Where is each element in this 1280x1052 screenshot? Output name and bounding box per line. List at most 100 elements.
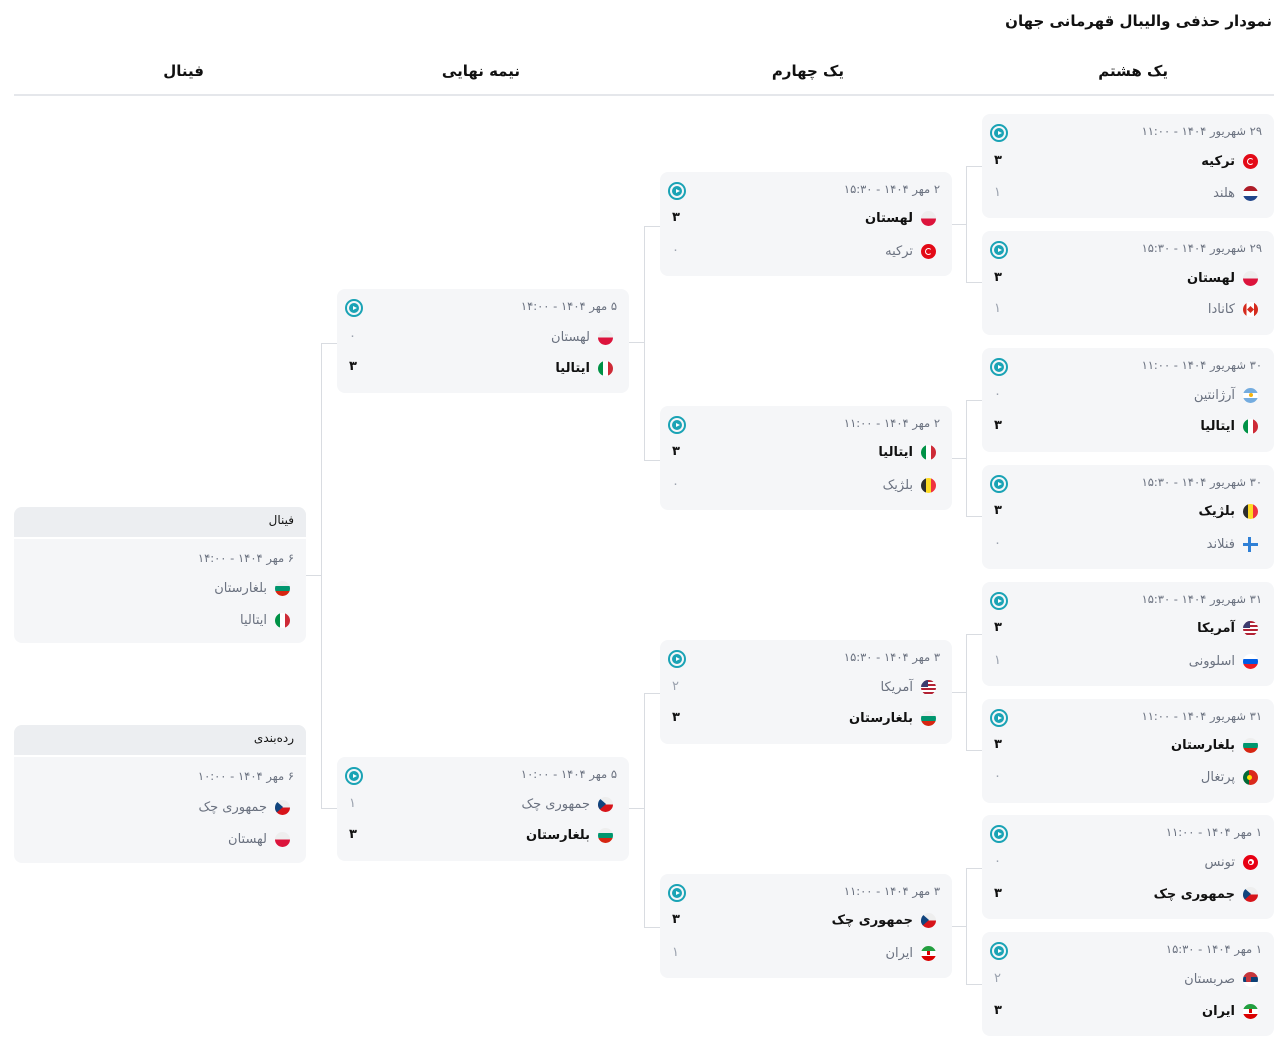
- third-place-match-card[interactable]: رده‌بندی ۶ مهر ۱۴۰۴ - ۱۰:۰۰ جمهوری چک له…: [14, 725, 306, 863]
- round-header-qf: یک چهارم: [771, 62, 844, 80]
- connector-line: [305, 575, 321, 576]
- team-name: آمریکا: [880, 679, 913, 695]
- match-card-qf-2[interactable]: ۲ مهر ۱۴۰۴ - ۱۱:۰۰ ایتالیا ۳ بلژیک ۰: [660, 406, 952, 510]
- play-icon[interactable]: [990, 942, 1008, 960]
- match-date: ۲ مهر ۱۴۰۴ - ۱۵:۳۰: [843, 182, 940, 196]
- team-row: ترکیه: [885, 241, 936, 261]
- play-icon[interactable]: [990, 709, 1008, 727]
- turkey-flag-icon: [921, 243, 936, 259]
- match-card-sf-1[interactable]: ۵ مهر ۱۴۰۴ - ۱۴:۰۰ لهستان ۰ ایتالیا ۳: [337, 289, 629, 393]
- team-row: لهستان: [551, 327, 613, 347]
- team-name: فنلاند: [1206, 536, 1235, 552]
- connector-line: [628, 342, 644, 343]
- team-row: جمهوری چک: [1154, 884, 1258, 904]
- match-card-r16-4[interactable]: ۳۰ شهریور ۱۴۰۴ - ۱۵:۳۰ بلژیک ۳ فنلاند ۰: [982, 465, 1274, 569]
- team-name: ترکیه: [885, 243, 913, 259]
- team-name: پرتغال: [1200, 769, 1235, 785]
- match-card-r16-5[interactable]: ۳۱ شهریور ۱۴۰۴ - ۱۵:۳۰ آمریکا ۳ اسلوونی …: [982, 582, 1274, 686]
- team-row: لهستان: [865, 208, 936, 228]
- match-date: ۲۹ شهریور ۱۴۰۴ - ۱۵:۳۰: [1141, 241, 1262, 255]
- team-name: جمهوری چک: [1153, 886, 1235, 902]
- match-card-sf-2[interactable]: ۵ مهر ۱۴۰۴ - ۱۰:۰۰ جمهوری چک ۱ بلغارستان…: [337, 757, 629, 861]
- team-name: هلند: [1213, 185, 1235, 201]
- match-card-r16-3[interactable]: ۳۰ شهریور ۱۴۰۴ - ۱۱:۰۰ آرژانتین ۰ ایتالی…: [982, 348, 1274, 452]
- team-row: بلغارستان: [214, 578, 290, 598]
- play-icon[interactable]: [345, 767, 363, 785]
- connector-line: [644, 927, 660, 928]
- final-match-card[interactable]: فینال ۶ مهر ۱۴۰۴ - ۱۴:۰۰ بلغارستان ایتال…: [14, 507, 306, 643]
- play-icon[interactable]: [668, 182, 686, 200]
- match-date: ۳۰ شهریور ۱۴۰۴ - ۱۵:۳۰: [1141, 475, 1262, 489]
- connector-line: [950, 458, 966, 459]
- team-name: جمهوری چک: [521, 796, 590, 812]
- match-date: ۳ مهر ۱۴۰۴ - ۱۵:۳۰: [843, 650, 940, 664]
- team-row: ایتالیا: [240, 610, 290, 630]
- play-icon[interactable]: [990, 475, 1008, 493]
- team-name: بلژیک: [1198, 503, 1235, 519]
- play-icon[interactable]: [668, 884, 686, 902]
- bulgaria-flag-icon: [598, 827, 613, 843]
- team-name: جمهوری چک: [198, 799, 267, 815]
- team-score: ۳: [994, 270, 1002, 285]
- round-header-r16: یک هشتم: [1098, 62, 1168, 80]
- team-name: ایتالیا: [1200, 418, 1235, 434]
- connector-line: [966, 750, 982, 751]
- team-row: ایتالیا: [1200, 416, 1258, 436]
- team-name: اسلوونی: [1188, 653, 1235, 669]
- tunisia-flag-icon: [1243, 854, 1258, 870]
- play-icon[interactable]: [990, 825, 1008, 843]
- play-icon[interactable]: [668, 416, 686, 434]
- team-row: بلغارستان: [849, 708, 936, 728]
- connector-line: [628, 808, 644, 809]
- final-card-header: فینال: [14, 507, 306, 539]
- connector-line: [966, 634, 967, 750]
- team-row: ترکیه: [1201, 151, 1258, 171]
- play-icon[interactable]: [990, 124, 1008, 142]
- match-date: ۶ مهر ۱۴۰۴ - ۱۴:۰۰: [197, 551, 294, 565]
- team-row: بلغارستان: [1171, 735, 1258, 755]
- match-card-qf-4[interactable]: ۳ مهر ۱۴۰۴ - ۱۱:۰۰ جمهوری چک ۳ ایران ۱: [660, 874, 952, 978]
- match-card-qf-3[interactable]: ۳ مهر ۱۴۰۴ - ۱۵:۳۰ آمریکا ۲ بلغارستان ۳: [660, 640, 952, 744]
- team-score: ۲: [672, 679, 679, 694]
- italy-flag-icon: [598, 360, 613, 376]
- team-row: بلژیک: [1199, 501, 1258, 521]
- match-card-r16-1[interactable]: ۲۹ شهریور ۱۴۰۴ - ۱۱:۰۰ ترکیه ۳ هلند ۱: [982, 114, 1274, 218]
- team-row: ایتالیا: [878, 442, 936, 462]
- team-row: لهستان: [228, 829, 290, 849]
- play-icon[interactable]: [990, 241, 1008, 259]
- italy-flag-icon: [1243, 418, 1258, 434]
- czech-flag-icon: [1243, 886, 1258, 902]
- connector-line: [644, 693, 660, 694]
- team-name: لهستان: [865, 210, 913, 226]
- match-card-r16-2[interactable]: ۲۹ شهریور ۱۴۰۴ - ۱۵:۳۰ لهستان ۳ کانادا ۱: [982, 231, 1274, 335]
- team-name: جمهوری چک: [831, 912, 913, 928]
- team-score: ۰: [994, 387, 1001, 402]
- play-icon[interactable]: [668, 650, 686, 668]
- play-icon[interactable]: [990, 358, 1008, 376]
- team-row: لهستان: [1187, 268, 1258, 288]
- team-row: ایران: [1202, 1001, 1258, 1021]
- team-score: ۳: [672, 912, 680, 927]
- team-row: بلژیک: [883, 475, 936, 495]
- match-card-qf-1[interactable]: ۲ مهر ۱۴۰۴ - ۱۵:۳۰ لهستان ۳ ترکیه ۰: [660, 172, 952, 276]
- poland-flag-icon: [275, 831, 290, 847]
- poland-flag-icon: [598, 329, 613, 345]
- connector-line: [321, 343, 322, 808]
- connector-line: [644, 226, 660, 227]
- team-score: ۱: [994, 185, 1001, 200]
- play-icon[interactable]: [345, 299, 363, 317]
- team-score: ۲: [994, 971, 1001, 986]
- team-score: ۳: [994, 1003, 1002, 1018]
- match-card-r16-6[interactable]: ۳۱ شهریور ۱۴۰۴ - ۱۱:۰۰ بلغارستان ۳ پرتغا…: [982, 699, 1274, 803]
- italy-flag-icon: [921, 444, 936, 460]
- match-card-r16-7[interactable]: ۱ مهر ۱۴۰۴ - ۱۱:۰۰ تونس ۰ جمهوری چک ۳: [982, 815, 1274, 919]
- play-icon[interactable]: [990, 592, 1008, 610]
- match-card-r16-8[interactable]: ۱ مهر ۱۴۰۴ - ۱۵:۳۰ صربستان ۲ ایران ۳: [982, 932, 1274, 1036]
- team-score: ۰: [672, 243, 679, 258]
- team-score: ۳: [349, 827, 357, 842]
- round-header-sf: نیمه نهایی: [441, 62, 520, 80]
- czech-flag-icon: [921, 912, 936, 928]
- slovenia-flag-icon: [1243, 653, 1258, 669]
- poland-flag-icon: [921, 210, 936, 226]
- team-name: ایتالیا: [555, 360, 590, 376]
